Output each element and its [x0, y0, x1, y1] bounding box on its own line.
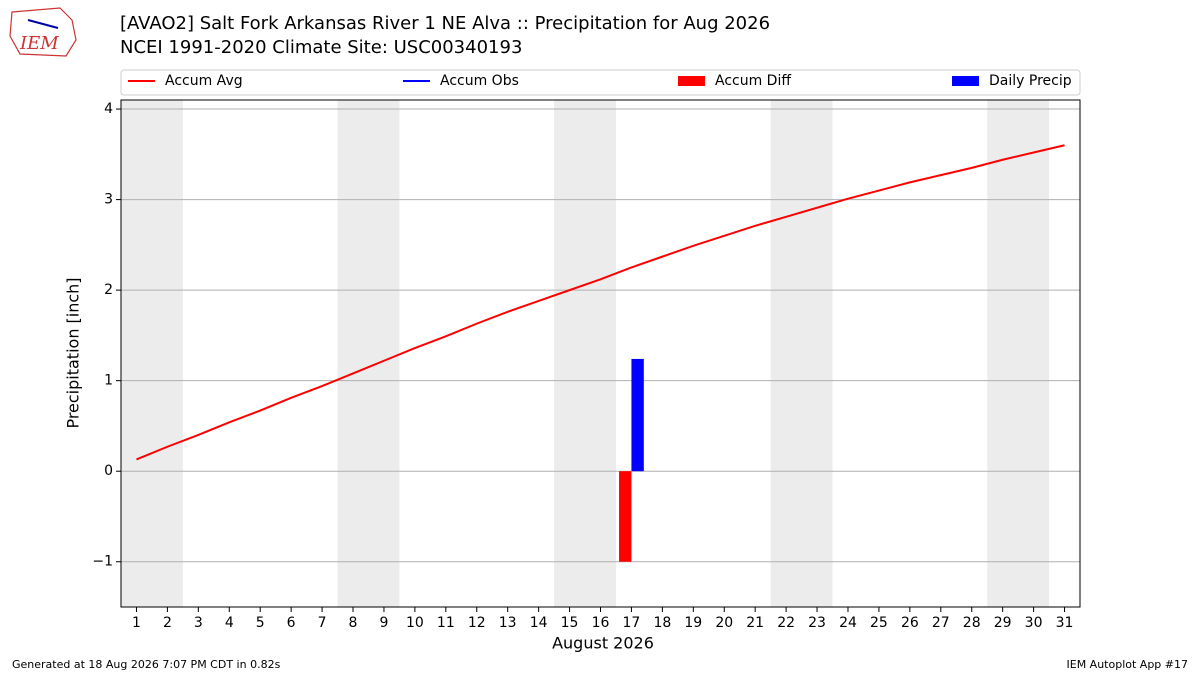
x-tick-label: 24: [839, 615, 857, 631]
x-tick-label: 7: [318, 615, 327, 631]
legend-label: Daily Precip: [989, 73, 1072, 89]
legend-label: Accum Diff: [715, 73, 791, 89]
x-axis-label: August 2026: [552, 634, 654, 653]
x-tick-label: 1: [132, 615, 141, 631]
x-tick-label: 21: [746, 615, 764, 631]
plot-area: [121, 100, 1080, 607]
x-tick-label: 18: [653, 615, 671, 631]
x-tick-label: 23: [808, 615, 826, 631]
legend-label: Accum Obs: [440, 73, 519, 89]
x-tick-label: 29: [994, 615, 1012, 631]
footer-right: IEM Autoplot App #17: [1067, 658, 1189, 671]
weekend-shade: [121, 100, 183, 607]
x-tick-label: 9: [379, 615, 388, 631]
x-tick-label: 2: [163, 615, 172, 631]
x-tick-label: 17: [623, 615, 641, 631]
x-tick-label: 8: [349, 615, 358, 631]
x-tick-label: 28: [963, 615, 981, 631]
x-tick-label: 26: [901, 615, 919, 631]
x-tick-label: 22: [777, 615, 795, 631]
weekend-shade: [770, 100, 833, 607]
x-tick-label: 3: [194, 615, 203, 631]
bar: [631, 358, 644, 472]
legend-swatch: [952, 76, 979, 86]
y-tick-label: 4: [104, 101, 113, 117]
x-tick-label: 12: [468, 615, 486, 631]
legend-label: Accum Avg: [165, 73, 243, 89]
y-tick-label: 2: [104, 282, 113, 298]
x-tick-label: 16: [592, 615, 610, 631]
y-tick-label: −1: [92, 554, 113, 570]
x-tick-label: 13: [499, 615, 517, 631]
legend-swatch: [678, 76, 705, 86]
x-tick-label: 25: [870, 615, 888, 631]
x-tick-label: 5: [256, 615, 265, 631]
bar: [619, 471, 632, 562]
x-tick-label: 27: [932, 615, 950, 631]
x-tick-label: 20: [715, 615, 733, 631]
footer-left: Generated at 18 Aug 2026 7:07 PM CDT in …: [12, 658, 281, 671]
y-tick-label: 3: [104, 192, 113, 208]
x-tick-label: 30: [1025, 615, 1043, 631]
weekend-shade: [987, 100, 1050, 607]
y-axis-label: Precipitation [inch]: [64, 277, 83, 428]
legend-box: [120, 69, 1081, 96]
x-tick-label: 14: [530, 615, 548, 631]
logo-text: IEM: [19, 33, 59, 54]
x-tick-label: 19: [684, 615, 702, 631]
weekend-shade: [554, 100, 616, 607]
x-tick-label: 31: [1056, 615, 1074, 631]
weekend-shade: [337, 100, 400, 607]
x-tick-label: 11: [437, 615, 455, 631]
x-tick-label: 4: [225, 615, 234, 631]
series-line: [136, 144, 1065, 461]
y-tick-label: 1: [104, 373, 113, 389]
x-tick-label: 15: [561, 615, 579, 631]
x-tick-label: 10: [406, 615, 424, 631]
y-tick-label: 0: [104, 463, 113, 479]
chart-subtitle: NCEI 1991-2020 Climate Site: USC00340193: [120, 37, 522, 58]
chart-title: [AVAO2] Salt Fork Arkansas River 1 NE Al…: [120, 13, 770, 34]
logo: IEM: [9, 7, 77, 57]
x-tick-label: 6: [287, 615, 296, 631]
